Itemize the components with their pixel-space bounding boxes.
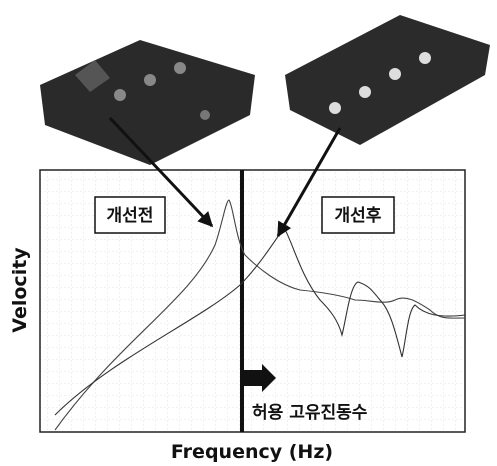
part-before [40,40,255,165]
after-label: 개선후 [335,205,382,226]
limit-label: 허용 고유진동수 [252,403,368,423]
y-axis-label: Velocity [9,247,31,333]
x-axis-label: Frequency (Hz) [171,441,333,463]
diagram: 개선전 개선후 허용 고유진동수 Velocity Frequency (Hz) [0,0,497,466]
before-label: 개선전 [107,206,154,226]
part-after [285,15,490,145]
